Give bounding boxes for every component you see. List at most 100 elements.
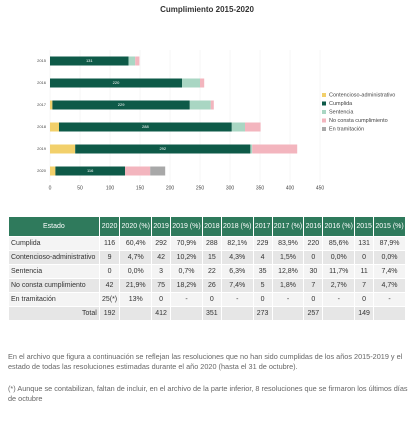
legend-swatch (322, 110, 326, 114)
legend-swatch (322, 118, 326, 123)
table-cell: 7 (303, 278, 324, 293)
table-cell: 257 (303, 306, 324, 321)
x-tick-label: 0 (49, 185, 52, 191)
header-cell: 2020 (98, 216, 121, 237)
header-cell: 2020 (%) (119, 216, 153, 237)
bar-segment (252, 144, 298, 154)
table-cell: 0,0% (119, 264, 153, 279)
y-tick-label: 2017 (37, 102, 47, 107)
bar-segment (50, 56, 129, 66)
table-cell: 4,7% (119, 250, 153, 265)
table-cell: 26 (201, 278, 222, 293)
table-cell: 351 (201, 306, 222, 321)
chart-title: Cumplimiento 2015-2020 (160, 5, 254, 14)
table-cell: 60,4% (119, 236, 153, 251)
table-cell: 15 (201, 250, 222, 265)
table-cell: No consta cumplimiento (8, 278, 100, 293)
table-cell: - (170, 292, 203, 307)
header-cell: 2017 (%) (271, 216, 305, 237)
x-tick-label: 200 (166, 185, 175, 191)
bar-segment (75, 144, 251, 154)
table-cell: 288 (201, 236, 222, 251)
x-tick-label: 100 (106, 185, 115, 191)
bar-segment (55, 166, 125, 176)
legend-swatch (322, 93, 326, 97)
header-cell: 2015 (%) (373, 216, 406, 237)
table-cell: 0,7% (170, 264, 203, 279)
table-cell: 273 (252, 306, 273, 321)
table-cell: 4,3% (220, 250, 254, 265)
x-tick-label: 250 (196, 185, 205, 191)
table-row: Cumplida 116 60,4% 292 70,9% 288 82,1% 229 83,9%… (8, 236, 406, 251)
table-cell: 7 (354, 278, 375, 293)
header-cell: 2015 (354, 216, 375, 237)
legend-label: Contencioso-administrativo (329, 92, 395, 98)
bar-segment (50, 122, 59, 132)
legend-label: Cumplida (329, 101, 353, 107)
table-row: Total 192 412 351 273 257 149 (8, 306, 406, 321)
y-tick-label: 2020 (37, 168, 47, 173)
table-cell: - (322, 292, 356, 307)
data-label: 116 (87, 168, 94, 173)
x-tick-label: 400 (286, 185, 295, 191)
table-cell: 6,3% (220, 264, 254, 279)
table-cell: 12,8% (271, 264, 305, 279)
table-cell: 0 (303, 250, 324, 265)
note: En el archivo que figura a continuación … (8, 352, 403, 371)
table-cell: 9 (98, 250, 121, 265)
table-cell: 116 (98, 236, 121, 251)
header-cell: 2019 (%) (170, 216, 203, 237)
table-cell: - (271, 292, 305, 307)
bar-segment (50, 100, 53, 110)
bar-segment (182, 78, 200, 88)
table-cell: 18,2% (170, 278, 203, 293)
table-cell: 7,4% (220, 278, 254, 293)
table-cell: 292 (151, 236, 172, 251)
bar-segment (125, 166, 151, 176)
table-cell: 82,1% (220, 236, 254, 251)
legend-swatch (322, 101, 326, 106)
table-cell: 3 (151, 264, 172, 279)
table-cell: 2,7% (322, 278, 356, 293)
table-cell: 75 (151, 278, 172, 293)
table-cell: 4 (252, 250, 273, 265)
bar-segment (250, 144, 253, 154)
table-cell: En tramitación (8, 292, 100, 307)
table-cell: 131 (354, 236, 375, 251)
table-row: En tramitación 25(*) 13% 0-0-0-0-0- (8, 292, 406, 307)
table-cell: - (220, 292, 254, 307)
header-row: Estado 2020 2020 (%) 2019 2019 (%) 2018 2018 (… (8, 216, 406, 237)
y-tick-label: 2019 (37, 146, 47, 151)
table-cell: 7,4% (373, 264, 406, 279)
table-cell: 0 (98, 264, 121, 279)
table-cell: 220 (303, 236, 324, 251)
bar-segment (50, 144, 76, 154)
table-row: Contencioso-administrativo 9 4,7% 42 10,2% 15… (8, 250, 406, 265)
table-cell: 10,2% (170, 250, 203, 265)
table-cell: 0 (303, 292, 324, 307)
chart: Cumplimiento 2015-2020 0 50 100 150 200 250 30… (37, 5, 395, 191)
legend-label: No consta cumplimiento (329, 118, 388, 124)
table-cell: 21,9% (119, 278, 153, 293)
table-cell: 42 (98, 278, 121, 293)
header-cell: 2016 (303, 216, 324, 237)
table-cell: 83,9% (271, 236, 305, 251)
data-label: 220 (113, 80, 120, 85)
table-cell: Cumplida (8, 236, 100, 251)
table-cell: Total (8, 306, 100, 321)
table-cell: 13% (119, 292, 153, 307)
bar-segment (200, 78, 205, 88)
x-tick-label: 50 (77, 185, 83, 191)
table-cell: 30 (303, 264, 324, 279)
data-label: 131 (86, 58, 93, 63)
bar-segment (50, 166, 56, 176)
table-cell: 25(*) (98, 292, 121, 307)
header-cell: Estado (8, 216, 100, 237)
x-tick-label: 350 (256, 185, 265, 191)
legend-swatch (322, 127, 326, 131)
table-cell: 11 (354, 264, 375, 279)
table-cell: 87,9% (373, 236, 406, 251)
y-tick-label: 2016 (37, 80, 47, 85)
table-cell: - (373, 292, 406, 307)
